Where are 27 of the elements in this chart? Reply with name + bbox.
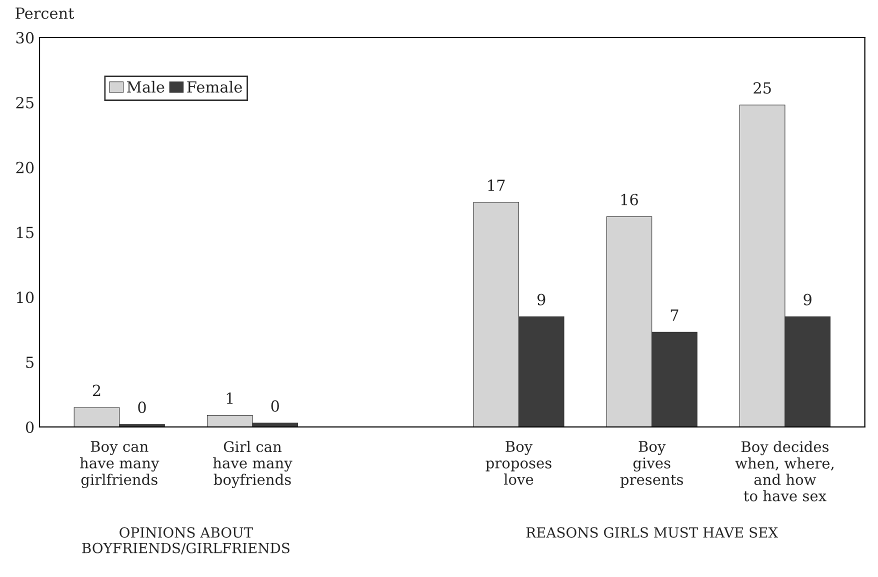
- y-tick-label: 20: [16, 162, 34, 174]
- data-label: 9: [537, 294, 546, 306]
- data-label: 25: [754, 82, 771, 94]
- y-tick-label: 30: [16, 32, 34, 44]
- data-label: 1: [226, 392, 233, 404]
- y-tick-label: 5: [26, 356, 34, 368]
- data-label: 2: [92, 384, 100, 396]
- data-label: 7: [670, 310, 678, 321]
- y-axis-title: Percent: [16, 8, 74, 19]
- y-tick-label: 0: [26, 421, 34, 433]
- legend-label: Male: [127, 80, 164, 93]
- data-label: 0: [271, 400, 279, 412]
- data-label: 9: [804, 294, 812, 306]
- y-tick-label: 25: [16, 96, 34, 108]
- x-tick-label: Girl can have many boyfriends: [213, 440, 292, 488]
- y-tick-label: 10: [17, 292, 34, 304]
- data-label: 16: [621, 194, 638, 206]
- x-tick-label: Boy proposes love: [486, 441, 552, 485]
- x-tick-label: Boy gives presents: [620, 441, 683, 488]
- text: REASONS GIRLS MUST HAVE SEX: [526, 527, 778, 538]
- legend-label: Female: [187, 80, 242, 93]
- x-tick-label: Boy can have many girlfriends: [80, 441, 160, 488]
- x-tick-label: Boy decides when, where, and how to have sex: [735, 440, 834, 502]
- data-label: 0: [138, 402, 146, 414]
- data-label: 17: [488, 180, 505, 191]
- y-tick-label: 15: [17, 226, 34, 238]
- text: OPINIONS ABOUT BOYFRIENDS/GIRLFRIENDS: [82, 527, 290, 554]
